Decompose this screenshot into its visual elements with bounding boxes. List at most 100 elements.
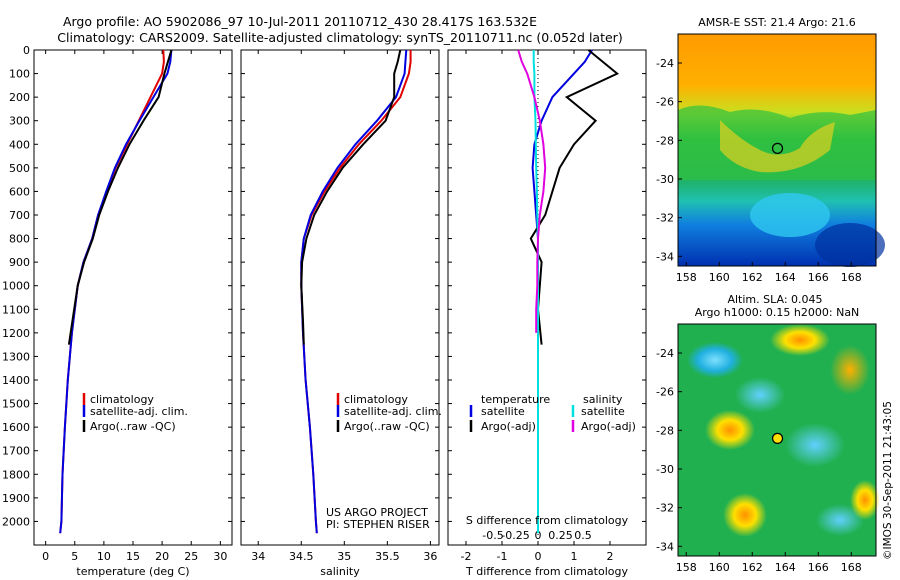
x-tick-label: 20 [155, 550, 169, 563]
map-x-tick-label: 162 [742, 561, 763, 574]
map-x-tick-label: 160 [709, 561, 730, 574]
legend-t-argo-label: Argo(-adj) [481, 420, 536, 433]
map-y-tick-label: -32 [656, 502, 674, 515]
depth-tick-label: 1500 [2, 398, 30, 411]
depth-tick-label: 1600 [2, 421, 30, 434]
legend-temperature-heading: temperature [481, 393, 550, 406]
sla-argo-marker [771, 432, 784, 444]
difference-axes [447, 49, 647, 546]
temperature-legend: climatology satellite-adj. clim. Argo(..… [82, 393, 188, 433]
salinity-legend: climatology satellite-adj. clim. Argo(..… [326, 393, 442, 531]
depth-tick-label: 1700 [2, 445, 30, 458]
x-tick-label: -2 [461, 550, 472, 563]
map-x-tick-label: 160 [709, 271, 730, 284]
difference-xlabel-salinity: S difference from climatology [466, 514, 629, 527]
depth-tick-label: 1200 [2, 327, 30, 340]
difference-legend: temperature satellite Argo(-adj) salinit… [469, 393, 636, 433]
sst-frame [677, 33, 877, 267]
series-line-s-argo [517, 49, 547, 333]
depth-tick-label: 1900 [2, 492, 30, 505]
depth-tick-label: 800 [9, 233, 30, 246]
sla-cyan-eddy [687, 342, 743, 378]
x-tick-label-salinity: -0.25 [501, 529, 529, 542]
x-tick-label: 25 [184, 550, 198, 563]
legend-climatology-label: climatology [344, 393, 408, 406]
depth-tick-label: 400 [9, 138, 30, 151]
sst-map-title: AMSR-E SST: 21.4 Argo: 21.6 [698, 16, 856, 29]
map-x-tick-label: 168 [841, 561, 862, 574]
x-tick-label: 35.5 [375, 550, 400, 563]
x-tick-label-salinity: 0 [535, 529, 542, 542]
sst-blue-patch [815, 223, 885, 267]
depth-tick-label: 1100 [2, 303, 30, 316]
x-tick-label: 36 [423, 550, 437, 563]
depth-tick-label: 900 [9, 256, 30, 269]
depth-tick-label: 600 [9, 185, 30, 198]
map-y-tick-label: -34 [656, 540, 674, 553]
depth-tick-label: 300 [9, 115, 30, 128]
sla-yellow-eddy-3 [850, 480, 880, 520]
project-annotation: US ARGO PROJECT [326, 506, 428, 519]
x-tick-label-salinity: -0.5 [482, 529, 503, 542]
map-y-tick-label: -26 [656, 386, 674, 399]
series-line-s-satellite [532, 50, 539, 534]
map-y-tick-label: -26 [656, 96, 674, 109]
sla-cyan-eddy-3 [785, 423, 845, 467]
depth-tick-label: 500 [9, 162, 30, 175]
depth-tick-label: 1800 [2, 468, 30, 481]
sla-axis-ticks: 158 160 162 164 166 168 -24 -26 -28 -30 -32 -34 [656, 347, 862, 574]
sst-cyan-patch [750, 193, 830, 237]
salinity-plot: 34 34.5 35 35.5 36 [251, 49, 437, 563]
map-y-tick-label: -34 [656, 250, 674, 263]
depth-tick-label: 0 [23, 44, 30, 57]
map-x-tick-label: 168 [841, 271, 862, 284]
map-y-tick-label: -28 [656, 424, 674, 437]
map-x-tick-label: 162 [742, 271, 763, 284]
depth-tick-label: 1400 [2, 374, 30, 387]
map-x-tick-label: 164 [775, 561, 796, 574]
x-tick-label: 30 [213, 550, 227, 563]
x-tick-label: 34.5 [289, 550, 314, 563]
legend-t-satellite-label: satellite [481, 405, 525, 418]
x-tick-label: 0 [42, 550, 49, 563]
sla-map-title-line2: Argo h1000: 0.15 h2000: NaN [695, 306, 860, 319]
imos-watermark: ©IMOS 30-Sep-2011 21:43:05 [882, 401, 894, 560]
x-tick-label: -1 [497, 550, 508, 563]
x-tick-label: 0 [535, 550, 542, 563]
map-y-tick-label: -32 [656, 212, 674, 225]
sst-argo-marker [771, 142, 784, 154]
figure-title-line1: Argo profile: AO 5902086_97 10-Jul-2011 … [63, 14, 537, 29]
map-x-tick-label: 166 [808, 271, 829, 284]
series-line-argo [67, 49, 173, 345]
depth-tick-labels: 0 100 200 300 400 500 600 700 800 900 1000 1100 1200… [2, 44, 646, 528]
depth-tick-label: 1000 [2, 280, 30, 293]
depth-tick-label: 100 [9, 68, 30, 81]
series-line-climatology [59, 49, 165, 534]
temperature-xlabel: temperature (deg C) [76, 565, 189, 578]
series-line-satellite [300, 49, 408, 534]
difference-plot: -2 -1 0 1 2 -0.5-0.25 0 0.25 0.5 [461, 49, 620, 563]
map-y-tick-label: -24 [656, 57, 674, 70]
depth-tick-label: 2000 [2, 515, 30, 528]
sla-cyan-eddy-4 [816, 504, 864, 536]
sla-orange-eddy-2 [723, 493, 767, 537]
salinity-axes [240, 49, 440, 546]
sst-map: AMSR-E SST: 21.4 Argo: 21.6 158 160 162 164… [656, 16, 885, 284]
x-tick-label: 10 [97, 550, 111, 563]
sla-orange-eddy [830, 345, 870, 395]
difference-xlabel: T difference from climatology [465, 565, 628, 578]
series-line-t-argo [529, 49, 620, 345]
sla-map: Altim. SLA: 0.045 Argo h1000: 0.15 h2000… [656, 293, 880, 574]
sla-map-title-line1: Altim. SLA: 0.045 [727, 293, 822, 306]
x-tick-label-salinity: 0.25 [548, 529, 573, 542]
pi-annotation: PI: STEPHEN RISER [326, 518, 430, 531]
temperature-plot: 0 5 10 15 20 25 30 [42, 49, 227, 563]
x-tick-label: 1 [571, 550, 578, 563]
sst-axis-ticks: 158 160 162 164 166 168 -24 -26 -28 -30 -32 -34 [656, 57, 862, 284]
legend-s-satellite-label: satellite [581, 405, 625, 418]
figure-title-line2: Climatology: CARS2009. Satellite-adjuste… [57, 30, 622, 45]
series-line-climatology [300, 50, 412, 534]
sst-yellow-tongue [720, 120, 835, 173]
series-line-argo [300, 49, 402, 345]
